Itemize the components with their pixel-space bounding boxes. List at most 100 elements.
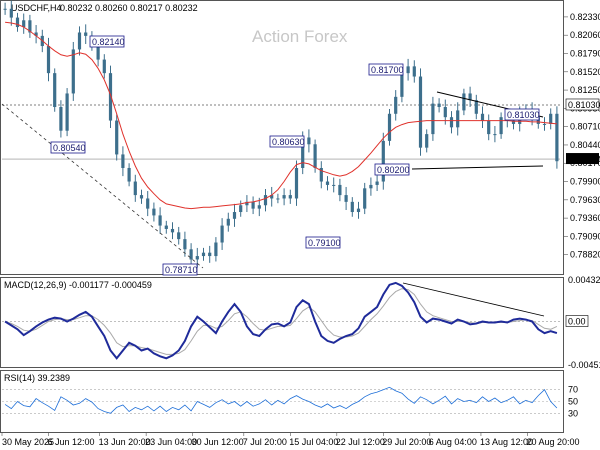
price-axis-label: 0.79900 bbox=[570, 177, 600, 187]
candle-body bbox=[301, 137, 305, 168]
candle-body bbox=[474, 100, 478, 114]
rsi-line bbox=[4, 386, 558, 414]
price-callout-box bbox=[50, 141, 86, 154]
candle-body bbox=[46, 46, 51, 74]
candle-body bbox=[387, 113, 392, 141]
candle-body bbox=[332, 184, 336, 186]
candle-body bbox=[208, 252, 212, 257]
current-price-box bbox=[566, 153, 599, 165]
price-axis: 0.823300.820600.817900.815200.812500.809… bbox=[564, 12, 600, 260]
macd-axis-label: -0.004511 bbox=[568, 360, 600, 370]
price-axis-label: 0.79360 bbox=[570, 213, 600, 223]
time-axis-label: 30 Jun 12:00 bbox=[192, 437, 244, 447]
candle-body bbox=[170, 228, 175, 233]
candle-body bbox=[449, 117, 454, 128]
candle-body bbox=[542, 123, 547, 125]
price-axis-label: 0.80440 bbox=[570, 140, 600, 150]
candle-body bbox=[96, 46, 100, 60]
candle-body bbox=[84, 32, 88, 36]
candle-body bbox=[108, 73, 113, 121]
candle-body bbox=[139, 195, 144, 199]
price-callout-box bbox=[162, 263, 198, 276]
candle-body bbox=[319, 167, 323, 182]
candle-body bbox=[325, 181, 330, 185]
candle-body bbox=[555, 113, 559, 162]
candle-body bbox=[53, 73, 57, 108]
candle-body bbox=[356, 208, 361, 213]
candle-body bbox=[406, 66, 410, 74]
rsi-axis-label: 50 bbox=[568, 397, 578, 407]
candle-body bbox=[468, 93, 472, 101]
candle-body bbox=[375, 181, 379, 185]
trendline-dashed bbox=[1, 103, 204, 269]
candle-body bbox=[344, 195, 348, 202]
price-callout-label: 0.80540 bbox=[53, 143, 86, 153]
candle-body bbox=[480, 113, 485, 121]
price-callout-box bbox=[504, 108, 540, 121]
price-axis-label: 0.81250 bbox=[570, 85, 600, 95]
price-callout-label: 0.79100 bbox=[308, 238, 341, 248]
candle-body bbox=[146, 198, 150, 209]
candle-body bbox=[431, 103, 435, 135]
candle-body bbox=[443, 107, 447, 118]
macd-header: MACD(12,26,9) -0.001177 -0.000459 bbox=[4, 280, 152, 290]
candle-body bbox=[121, 154, 125, 168]
time-axis-label: 13 Jun 20:00 bbox=[99, 437, 151, 447]
candle-body bbox=[201, 252, 206, 257]
candle-body bbox=[499, 117, 503, 135]
candle-body bbox=[183, 239, 187, 250]
time-axis-label: 15 Jul 04:00 bbox=[289, 437, 338, 447]
price-axis-label: 0.80710 bbox=[570, 122, 600, 132]
candle-body bbox=[549, 113, 553, 124]
candle-body bbox=[177, 232, 181, 240]
price-callout-box bbox=[305, 236, 341, 249]
candle-body bbox=[133, 181, 137, 196]
candle-body bbox=[251, 201, 255, 209]
candle-body bbox=[232, 212, 237, 219]
price-axis-label: 0.79630 bbox=[570, 195, 600, 205]
price-callout-box bbox=[374, 163, 410, 176]
candle-body bbox=[288, 195, 292, 199]
candle-body bbox=[511, 120, 516, 124]
candle-body bbox=[381, 140, 385, 182]
candle-body bbox=[164, 225, 168, 229]
candle-body bbox=[425, 134, 429, 148]
candle-body bbox=[9, 8, 13, 18]
candle-body bbox=[220, 225, 224, 243]
candle-body bbox=[394, 96, 398, 114]
price-callout-label: 0.80200 bbox=[377, 165, 410, 175]
candle-body bbox=[338, 184, 342, 196]
time-axis-label: 23 Jun 04:00 bbox=[145, 437, 197, 447]
candle-body bbox=[15, 17, 20, 28]
candle-body bbox=[363, 188, 367, 209]
price-callout-box bbox=[269, 135, 305, 148]
candle-body bbox=[282, 195, 286, 199]
candle-body bbox=[462, 93, 466, 111]
candle-body bbox=[263, 195, 268, 206]
time-axis-label: 7 Jul 20:00 bbox=[243, 437, 287, 447]
price-callout-label: 0.78710 bbox=[165, 265, 198, 275]
time-axis-label: 30 May 2025 bbox=[2, 437, 54, 447]
time-axis-label: 13 Aug 12:00 bbox=[480, 437, 533, 447]
level-price-box bbox=[565, 98, 600, 111]
candle-body bbox=[77, 32, 82, 50]
candle-body bbox=[257, 205, 261, 209]
candle-body bbox=[350, 201, 354, 213]
price-axis-label: 0.82330 bbox=[570, 12, 600, 22]
candle-body bbox=[270, 195, 274, 199]
moving-average-line bbox=[5, 21, 557, 210]
candle-body bbox=[65, 93, 69, 131]
candle-body bbox=[127, 167, 131, 182]
time-axis-label: 6 Jun 12:00 bbox=[48, 437, 95, 447]
price-callout-label: 0.81030 bbox=[507, 110, 540, 120]
candle-body bbox=[307, 137, 311, 145]
candle-body bbox=[536, 117, 540, 124]
price-callout-box bbox=[368, 63, 404, 76]
macd-series: 0.004325 0.00 -0.004511 bbox=[2, 275, 600, 370]
symbol-header: USDCHF,H4 bbox=[11, 3, 62, 13]
candle-body bbox=[189, 249, 193, 260]
price-axis-label: 0.82060 bbox=[570, 30, 600, 40]
price-axis-label: 0.81520 bbox=[570, 67, 600, 77]
